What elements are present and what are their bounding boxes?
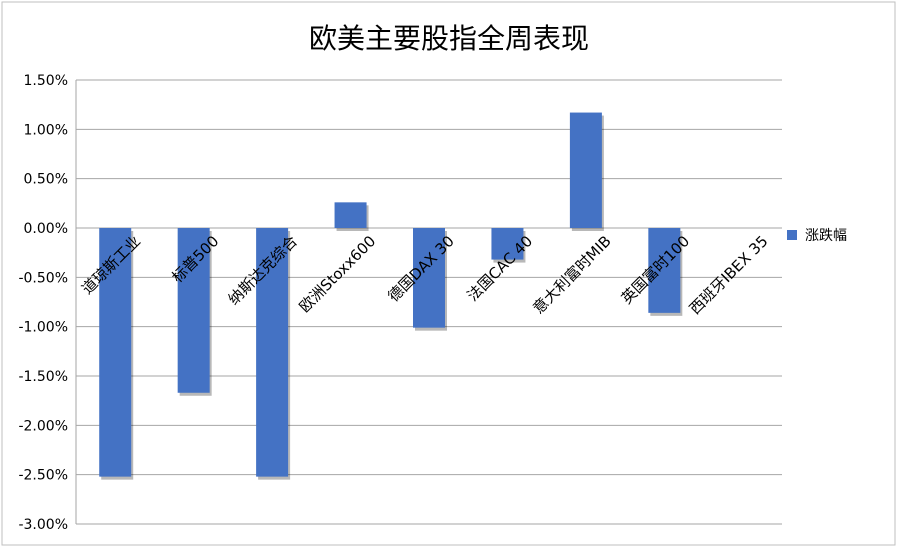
bars (99, 112, 683, 480)
y-tick-label: 1.50% (24, 73, 68, 89)
bar (334, 202, 367, 228)
legend-swatch (787, 230, 797, 240)
legend: 涨跌幅 (787, 228, 847, 244)
legend-label-series: 涨跌幅 (805, 228, 847, 244)
y-tick-label: 0.50% (24, 172, 68, 188)
bar (648, 228, 681, 313)
y-tick-label: -0.50% (18, 270, 68, 286)
y-tick-label: -1.50% (18, 369, 68, 385)
chart-title: 欧美主要股指全周表现 (309, 22, 589, 55)
bar (177, 228, 210, 393)
bar (569, 112, 602, 228)
bar (413, 228, 445, 328)
y-tick-label: -2.50% (18, 468, 68, 484)
bar (256, 228, 289, 477)
y-tick-label: -1.00% (18, 320, 68, 336)
bar (491, 228, 524, 260)
y-axis-tick-labels: 1.50% 1.00% 0.50% 0.00% -0.50% -1.00% -1.50% -2… (18, 73, 68, 533)
bar (99, 228, 132, 477)
y-tick-label: 1.00% (24, 122, 68, 138)
y-tick-label: 0.00% (24, 221, 68, 237)
y-tick-label: -3.00% (18, 517, 68, 533)
y-tick-label: -2.00% (18, 418, 68, 434)
